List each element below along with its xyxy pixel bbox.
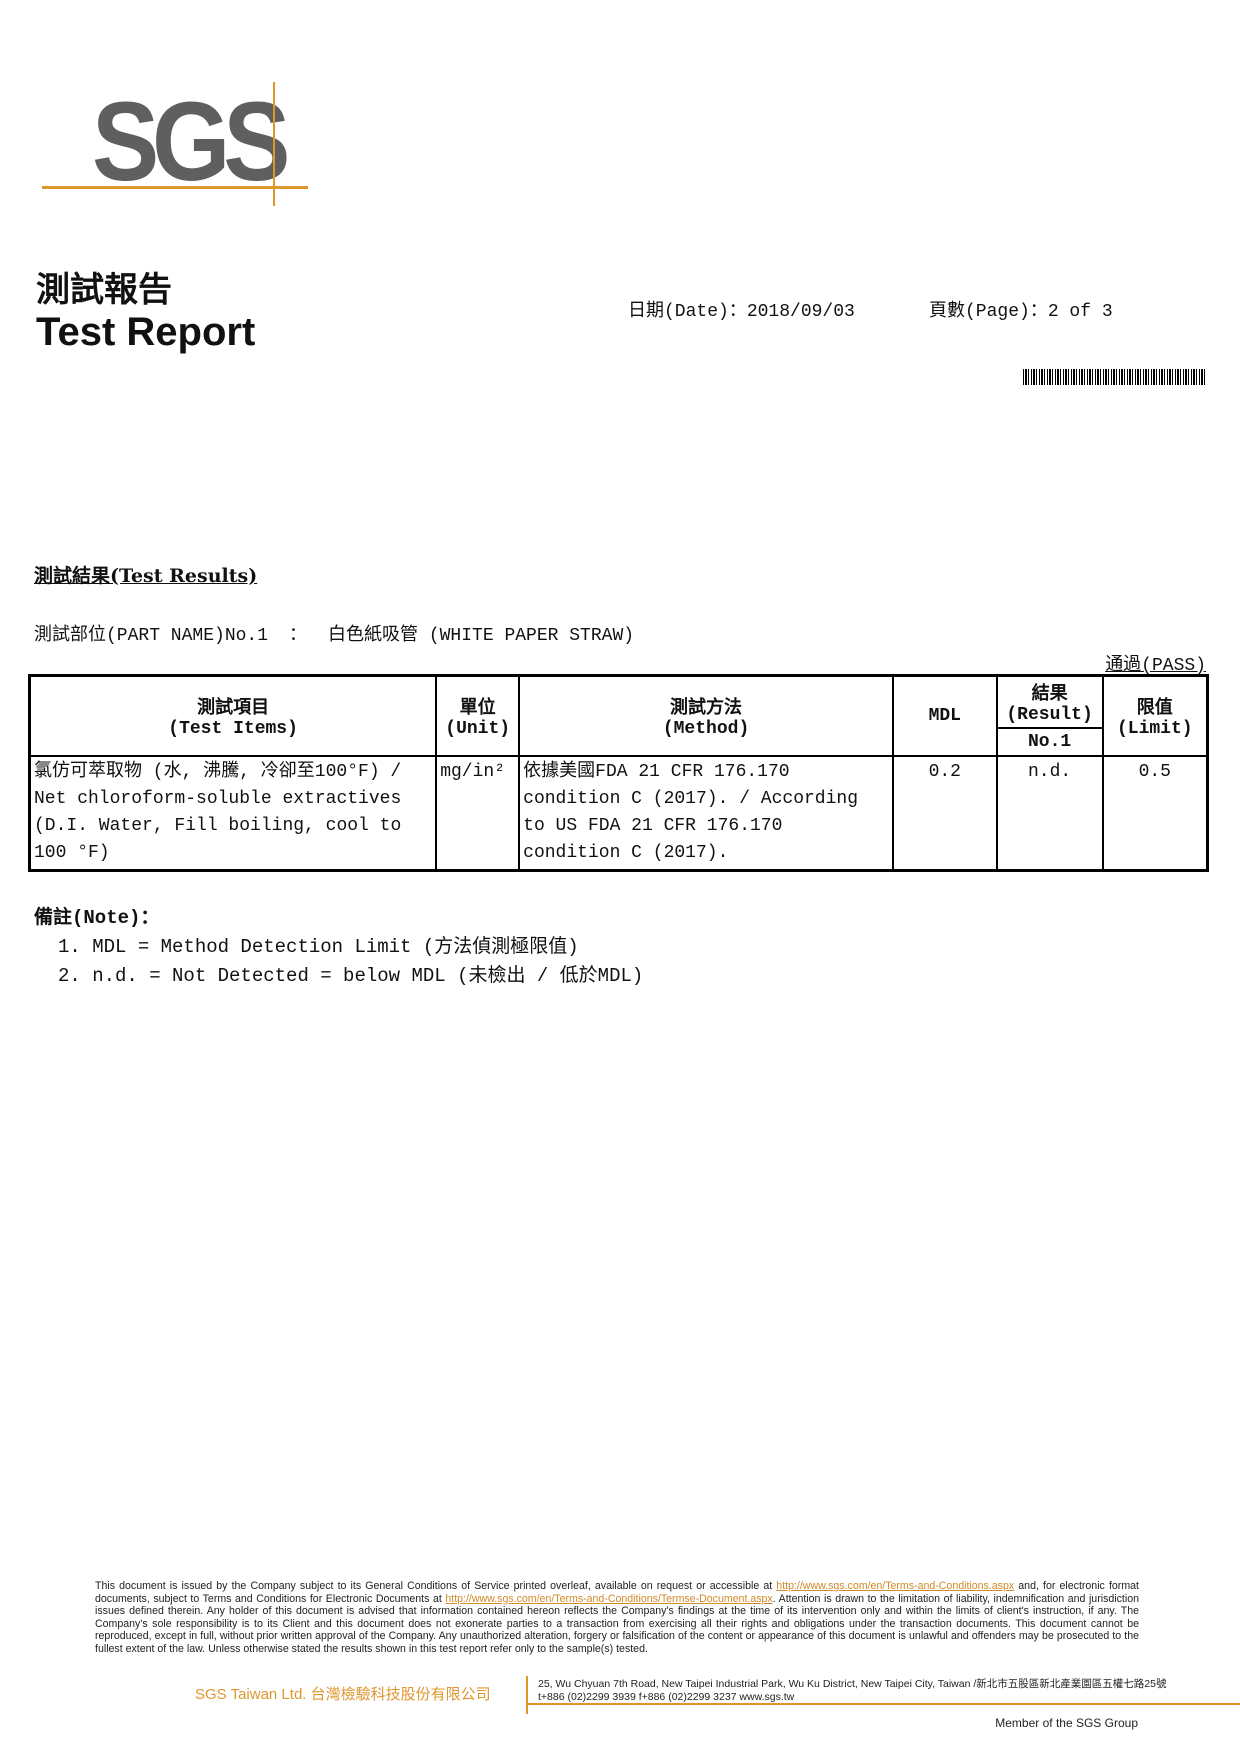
page-value: 2 of 3 bbox=[1047, 302, 1113, 322]
footer-horizontal-line bbox=[526, 1703, 1240, 1705]
date-field: 日期(Date)：2018/09/03 bbox=[628, 296, 855, 322]
part-name-row: 測試部位(PART NAME)No.1 ： 白色紙吸管 (WHITE PAPER S… bbox=[34, 620, 634, 646]
results-table: 測試項目 (Test Items) 單位 (Unit) 測試方法 (Method) M… bbox=[28, 674, 1209, 872]
note-item: 1. MDL = Method Detection Limit (方法偵測極限值… bbox=[58, 936, 579, 958]
cell-unit: mg/in² bbox=[435, 755, 521, 872]
date-value: 2018/09/03 bbox=[746, 302, 855, 322]
results-heading: 測試結果(Test Results) bbox=[34, 565, 258, 587]
part-name: 白色紙吸管 (WHITE PAPER STRAW) bbox=[328, 626, 635, 646]
sgs-logo: SGS bbox=[92, 79, 290, 204]
header-mdl: MDL bbox=[891, 674, 998, 757]
date-label: 日期(Date)： bbox=[628, 302, 747, 322]
title-english: Test Report bbox=[36, 310, 256, 354]
header-unit: 單位 (Unit) bbox=[435, 674, 521, 757]
barcode bbox=[1023, 369, 1205, 385]
part-separator: ： bbox=[289, 626, 308, 646]
cell-test-item: 氯仿可萃取物 (水, 沸騰, 冷卻至100°F) / Net chlorofor… bbox=[28, 755, 438, 872]
company-name: SGS Taiwan Ltd. 台灣檢驗科技股份有限公司 bbox=[195, 1686, 491, 1703]
company-address: 25, Wu Chyuan 7th Road, New Taipei Indus… bbox=[538, 1678, 1167, 1703]
cell-result: n.d. bbox=[995, 755, 1104, 872]
note-item: 2. n.d. = Not Detected = below MDL (未檢出 … bbox=[58, 965, 644, 987]
cell-method: 依據美國FDA 21 CFR 176.170 condition C (2017… bbox=[518, 755, 894, 872]
logo-horizontal-line bbox=[42, 186, 308, 189]
footer-vertical-line bbox=[526, 1676, 528, 1714]
header-test-items: 測試項目 (Test Items) bbox=[28, 674, 438, 757]
terms-link[interactable]: http://www.sgs.com/en/Terms-and-Conditio… bbox=[776, 1580, 1015, 1592]
notes-heading: 備註(Note)： bbox=[34, 907, 160, 929]
page-label: 頁數(Page)： bbox=[929, 302, 1048, 322]
title-chinese: 測試報告 bbox=[36, 270, 172, 310]
pass-verdict: 通過(PASS) bbox=[1105, 656, 1206, 676]
part-label: 測試部位(PART NAME)No.1 bbox=[34, 626, 269, 646]
disclaimer: This document is issued by the Company s… bbox=[95, 1580, 1140, 1655]
electronic-terms-link[interactable]: http://www.sgs.com/en/Terms-and-Conditio… bbox=[445, 1592, 773, 1605]
cell-limit: 0.5 bbox=[1101, 755, 1209, 872]
table-row: 氯仿可萃取物 (水, 沸騰, 冷卻至100°F) / Net chlorofor… bbox=[28, 755, 1209, 872]
member-label: Member of the SGS Group bbox=[995, 1716, 1138, 1730]
notes: 備註(Note)： 1. MDL = Method Detection Limi… bbox=[34, 904, 643, 991]
header-method: 測試方法 (Method) bbox=[518, 674, 894, 757]
header-result: 結果 (Result) bbox=[995, 674, 1104, 729]
cell-mdl: 0.2 bbox=[891, 755, 998, 872]
header-result-no1: No.1 bbox=[995, 727, 1104, 757]
header-limit: 限值 (Limit) bbox=[1101, 674, 1209, 757]
page-field: 頁數(Page)：2 of 3 bbox=[929, 296, 1113, 322]
logo-vertical-line bbox=[273, 82, 275, 206]
